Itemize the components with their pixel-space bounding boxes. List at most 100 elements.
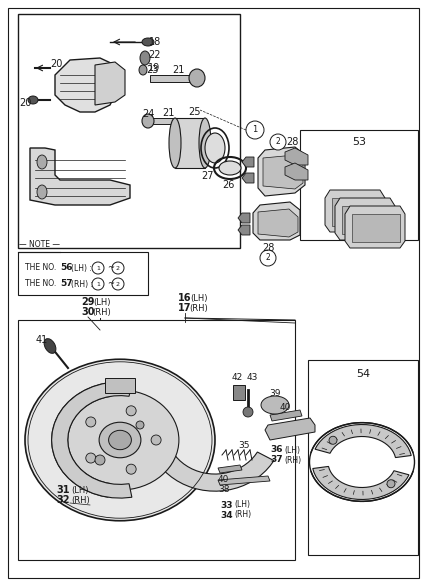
Ellipse shape [189, 69, 204, 87]
Polygon shape [257, 209, 297, 237]
Text: 2: 2 [275, 138, 280, 146]
Circle shape [92, 262, 104, 274]
Polygon shape [265, 418, 314, 440]
Text: 20: 20 [50, 59, 62, 69]
Text: 34: 34 [219, 510, 232, 520]
Ellipse shape [142, 38, 154, 46]
Text: 16: 16 [178, 293, 191, 303]
Text: (LH): (LH) [190, 294, 207, 302]
Text: 19: 19 [147, 63, 160, 73]
Text: (LH): (LH) [93, 298, 110, 306]
Text: 31: 31 [56, 485, 69, 495]
Circle shape [259, 250, 275, 266]
Text: (LH): (LH) [233, 500, 249, 509]
Polygon shape [312, 466, 408, 499]
Text: 37: 37 [269, 455, 282, 465]
Ellipse shape [28, 96, 38, 104]
Text: (LH): (LH) [283, 445, 299, 455]
Polygon shape [218, 476, 269, 485]
Text: 53: 53 [351, 137, 365, 147]
Text: THE NO.: THE NO. [25, 264, 58, 272]
Circle shape [269, 134, 285, 150]
Text: (RH): (RH) [283, 455, 300, 465]
Polygon shape [242, 173, 253, 183]
Text: 32: 32 [56, 495, 69, 505]
Text: THE NO.: THE NO. [25, 280, 58, 288]
Polygon shape [324, 190, 384, 232]
Ellipse shape [204, 133, 225, 163]
Bar [233, 385, 245, 400]
Text: ~: ~ [107, 264, 114, 272]
Polygon shape [262, 155, 302, 189]
Ellipse shape [108, 430, 131, 449]
Polygon shape [253, 202, 299, 240]
Text: (RH): (RH) [233, 510, 250, 520]
Ellipse shape [219, 161, 240, 175]
Bar [307, 360, 417, 555]
Text: 25: 25 [188, 107, 201, 117]
Text: 30: 30 [81, 307, 95, 317]
Text: 42: 42 [231, 373, 242, 383]
Polygon shape [284, 163, 307, 180]
Text: 40: 40 [279, 404, 290, 413]
Polygon shape [257, 147, 304, 196]
Text: 39: 39 [269, 389, 280, 397]
Circle shape [136, 421, 144, 429]
Ellipse shape [61, 390, 178, 490]
Text: (LH) :: (LH) : [71, 264, 92, 272]
Circle shape [242, 407, 253, 417]
Text: 35: 35 [237, 441, 249, 449]
Circle shape [126, 406, 136, 416]
Bar [105, 378, 135, 393]
Circle shape [328, 436, 336, 444]
Text: 1: 1 [96, 281, 100, 287]
Text: 29: 29 [81, 297, 95, 307]
Text: 23: 23 [145, 65, 158, 75]
Ellipse shape [142, 114, 154, 128]
Circle shape [386, 480, 394, 488]
Text: 57: 57 [60, 280, 72, 288]
Polygon shape [52, 383, 111, 498]
Polygon shape [351, 214, 399, 242]
Polygon shape [269, 410, 301, 421]
Polygon shape [334, 198, 394, 240]
Polygon shape [284, 148, 307, 165]
Circle shape [95, 455, 105, 465]
Text: 41: 41 [36, 335, 48, 345]
Polygon shape [237, 213, 249, 223]
Circle shape [86, 453, 95, 463]
Polygon shape [341, 206, 389, 234]
Text: 1: 1 [96, 265, 100, 271]
Text: 21: 21 [161, 108, 174, 118]
Polygon shape [95, 62, 125, 105]
Polygon shape [30, 148, 130, 205]
Text: (RH): (RH) [71, 496, 89, 505]
Circle shape [112, 262, 124, 274]
Circle shape [126, 464, 136, 474]
Text: 2: 2 [116, 281, 120, 287]
Text: 54: 54 [355, 369, 369, 379]
Circle shape [151, 435, 161, 445]
Text: 2: 2 [116, 265, 120, 271]
Polygon shape [237, 225, 249, 235]
Bar [299, 130, 417, 240]
Ellipse shape [139, 65, 147, 75]
Text: 38: 38 [218, 485, 229, 495]
Text: 24: 24 [141, 109, 154, 119]
Polygon shape [242, 157, 253, 167]
Text: 27: 27 [201, 171, 214, 181]
Ellipse shape [99, 423, 141, 458]
Text: 17: 17 [178, 303, 191, 313]
Ellipse shape [199, 118, 210, 168]
Polygon shape [147, 409, 273, 491]
Text: 2: 2 [265, 254, 270, 263]
Text: 20: 20 [19, 98, 31, 108]
Circle shape [86, 417, 95, 427]
Text: 36: 36 [269, 445, 282, 455]
Text: (RH): (RH) [189, 304, 208, 312]
Text: — NOTE —: — NOTE — [20, 240, 60, 249]
Ellipse shape [25, 359, 215, 521]
Text: 56: 56 [60, 264, 72, 272]
Ellipse shape [169, 118, 181, 168]
Text: (RH) :: (RH) : [71, 280, 93, 288]
